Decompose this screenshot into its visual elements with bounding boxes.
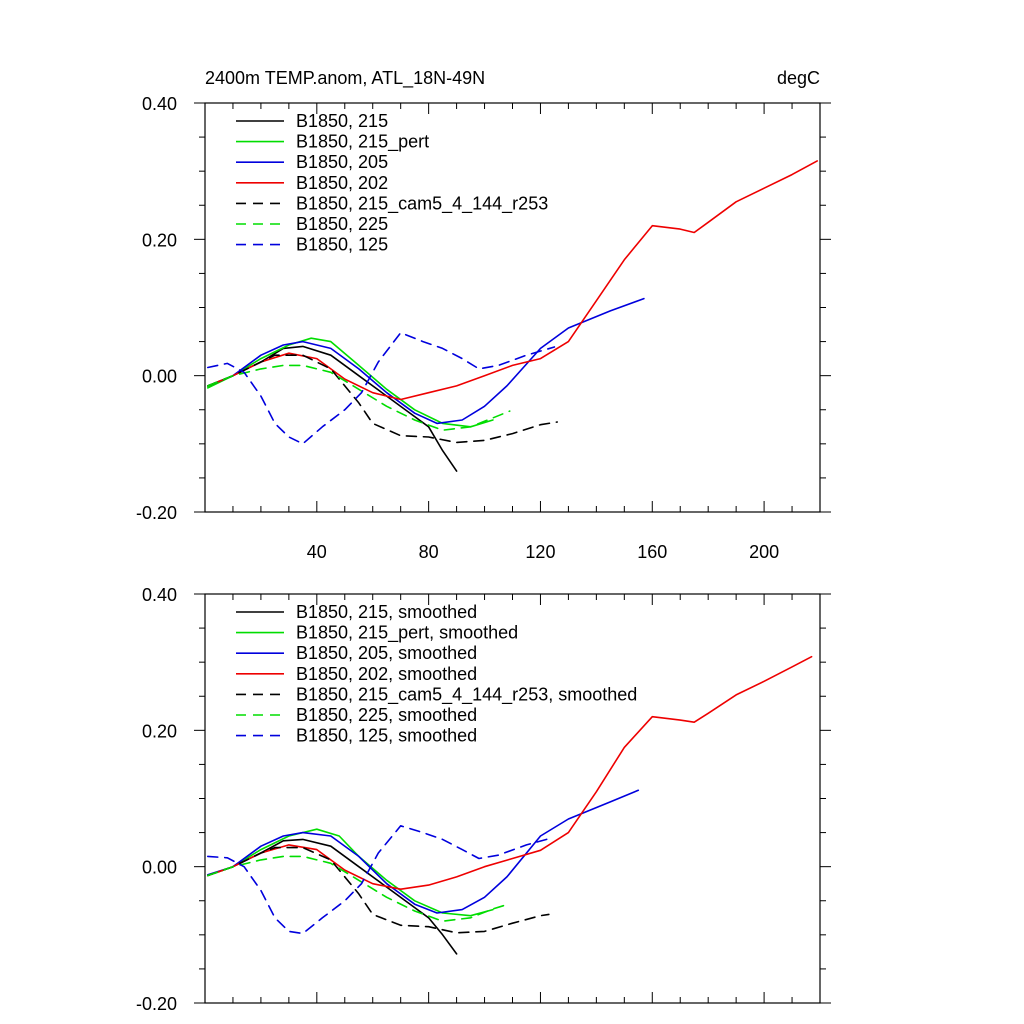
y-tick-label: 0.00 bbox=[142, 367, 177, 387]
legend-entry-5: B1850, 215_cam5_4_144_r253 bbox=[296, 193, 548, 214]
legend-entry-3: B1850, 205 bbox=[296, 152, 388, 172]
y-tick-label: -0.20 bbox=[136, 994, 177, 1014]
series-line-5 bbox=[207, 354, 559, 444]
legend-entry-4: B1850, 202, smoothed bbox=[296, 664, 477, 684]
legend-entry-2: B1850, 215_pert bbox=[296, 132, 429, 153]
x-tick-label: 120 bbox=[525, 542, 555, 562]
x-tick-label: 160 bbox=[637, 542, 667, 562]
legend-entry-4: B1850, 202 bbox=[296, 173, 388, 193]
y-tick-label: 0.20 bbox=[142, 230, 177, 250]
x-tick-label: 80 bbox=[419, 542, 439, 562]
series-line-1 bbox=[207, 345, 458, 472]
legend-entry-5: B1850, 215_cam5_4_144_r253, smoothed bbox=[296, 684, 637, 705]
y-tick-label: 0.40 bbox=[142, 94, 177, 114]
top-panel: -0.20 0.00 0.20 0.40 40 80 120 160 200 2400m TEMP… bbox=[136, 68, 831, 562]
legend-entry-6: B1850, 225 bbox=[296, 214, 388, 234]
series-line-1 bbox=[207, 838, 458, 955]
y-tick-label: 0.40 bbox=[142, 585, 177, 605]
series-line-2 bbox=[207, 828, 494, 917]
legend-entry-1: B1850, 215 bbox=[296, 111, 388, 131]
series-line-4 bbox=[207, 160, 819, 401]
series-line-5 bbox=[207, 846, 550, 934]
legend-entry-6: B1850, 225, smoothed bbox=[296, 705, 477, 725]
legend-entry-1: B1850, 215, smoothed bbox=[296, 602, 477, 622]
units-label: degC bbox=[777, 68, 820, 88]
series-line-6 bbox=[207, 855, 505, 923]
x-tick-label: 40 bbox=[307, 542, 327, 562]
x-tick-label: 200 bbox=[749, 542, 779, 562]
series-line-3 bbox=[207, 297, 645, 425]
series-line-4 bbox=[207, 655, 813, 891]
legend-entry-7: B1850, 125, smoothed bbox=[296, 726, 477, 746]
legend-entry-3: B1850, 205, smoothed bbox=[296, 643, 477, 663]
legend-entry-7: B1850, 125 bbox=[296, 235, 388, 255]
series-line-7 bbox=[207, 824, 553, 935]
legend-entry-2: B1850, 215_pert, smoothed bbox=[296, 623, 518, 644]
y-tick-label: 0.00 bbox=[142, 858, 177, 878]
series-line-7 bbox=[207, 331, 556, 445]
series-line-3 bbox=[207, 789, 640, 914]
y-tick-label: -0.20 bbox=[136, 503, 177, 523]
chart-title: 2400m TEMP.anom, ATL_18N-49N bbox=[205, 68, 485, 89]
series-line-6 bbox=[207, 364, 511, 432]
series-line-2 bbox=[207, 337, 494, 428]
y-tick-label: 0.20 bbox=[142, 721, 177, 741]
